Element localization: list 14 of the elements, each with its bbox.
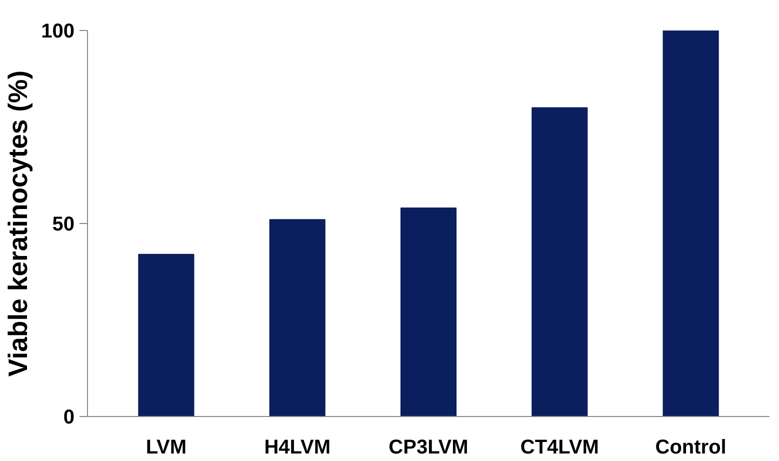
x-tick-label: CP3LVM	[388, 436, 468, 458]
x-tick-label: H4LVM	[264, 436, 331, 458]
x-tick-label: LVM	[146, 436, 187, 458]
y-tick-label: 50	[52, 214, 75, 236]
x-tick-label: Control	[655, 436, 726, 458]
bar	[532, 107, 588, 416]
y-tick-label: 100	[41, 20, 75, 42]
y-axis-title: Viable keratinocytes (%)	[3, 70, 34, 377]
bar	[662, 30, 719, 416]
bar	[269, 219, 326, 416]
bar	[400, 208, 457, 416]
bar	[138, 254, 194, 416]
y-tick-label: 0	[63, 406, 74, 428]
x-tick-label: CT4LVM	[520, 436, 599, 458]
